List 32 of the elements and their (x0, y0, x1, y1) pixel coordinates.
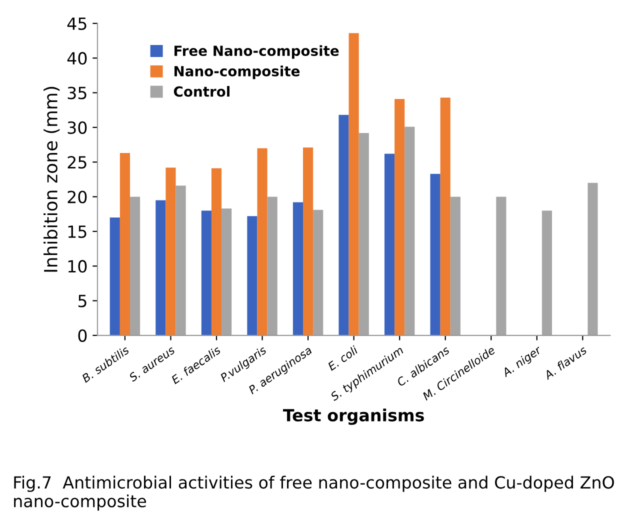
y-tick-label: 40 (67, 52, 87, 65)
y-tick-label: 20 (68, 190, 87, 204)
legend-label: Nano-composite (174, 66, 300, 80)
bar (303, 148, 314, 336)
y-tick-label: 15 (68, 226, 86, 238)
caption: Fig.7 Antimicrobial activities of free nano-composite and Cu-doped ZnO nano-composite (14, 476, 614, 511)
y-tick-label: 5 (78, 294, 86, 308)
bar (247, 216, 258, 336)
y-tick-label: 35 (68, 86, 86, 100)
bar (348, 33, 359, 336)
y-tick-label: 45 (67, 18, 86, 30)
bar (110, 218, 120, 336)
y-axis-title: Inhibition zone (mm) (44, 86, 60, 272)
bar (384, 154, 395, 336)
bar (430, 174, 440, 336)
bar (156, 200, 166, 336)
bar (257, 148, 268, 336)
bar (292, 202, 304, 336)
bar (201, 210, 212, 336)
bar (120, 153, 130, 336)
y-tick-label: 25 (68, 156, 86, 169)
bar (394, 98, 405, 336)
y-tick-label: 30 (68, 121, 87, 134)
legend-label: Control (174, 86, 230, 97)
bar (338, 114, 349, 336)
legend-label: Free Nano-composite (174, 45, 339, 59)
bar (166, 168, 176, 336)
y-tick-label: 0 (78, 329, 87, 342)
x-axis-title: Test organisms (283, 408, 424, 425)
bar (211, 168, 222, 336)
bar (440, 98, 450, 336)
y-tick-label: 10 (68, 260, 87, 273)
